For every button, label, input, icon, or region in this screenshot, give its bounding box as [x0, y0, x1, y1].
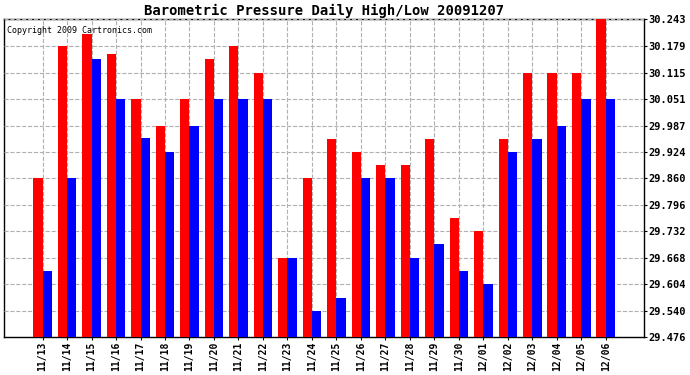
Bar — [376, 165, 386, 337]
Bar — [474, 231, 483, 337]
Bar — [67, 178, 77, 337]
Bar — [278, 258, 288, 337]
Bar — [523, 72, 532, 337]
Bar — [165, 152, 175, 337]
Bar — [116, 99, 126, 337]
Bar — [107, 54, 116, 337]
Bar — [337, 297, 346, 337]
Bar — [254, 72, 263, 337]
Bar — [459, 271, 468, 337]
Bar — [596, 20, 606, 337]
Bar — [498, 139, 508, 337]
Bar — [214, 99, 224, 337]
Bar — [352, 152, 361, 337]
Title: Barometric Pressure Daily High/Low 20091207: Barometric Pressure Daily High/Low 20091… — [144, 4, 504, 18]
Bar — [532, 139, 542, 337]
Bar — [288, 258, 297, 337]
Bar — [43, 271, 52, 337]
Bar — [450, 218, 459, 337]
Bar — [606, 99, 615, 337]
Bar — [410, 258, 420, 337]
Bar — [180, 99, 190, 337]
Bar — [425, 139, 435, 337]
Bar — [131, 99, 141, 337]
Bar — [386, 178, 395, 337]
Bar — [361, 178, 371, 337]
Bar — [82, 34, 92, 337]
Bar — [581, 99, 591, 337]
Bar — [156, 126, 165, 337]
Bar — [572, 72, 581, 337]
Bar — [33, 178, 43, 337]
Bar — [327, 139, 337, 337]
Bar — [141, 138, 150, 337]
Bar — [303, 178, 312, 337]
Bar — [435, 244, 444, 337]
Text: Copyright 2009 Cartronics.com: Copyright 2009 Cartronics.com — [8, 26, 152, 35]
Bar — [263, 99, 273, 337]
Bar — [312, 311, 322, 337]
Bar — [229, 46, 239, 337]
Bar — [239, 99, 248, 337]
Bar — [205, 59, 214, 337]
Bar — [557, 126, 566, 337]
Bar — [58, 46, 67, 337]
Bar — [547, 72, 557, 337]
Bar — [401, 165, 410, 337]
Bar — [190, 126, 199, 337]
Bar — [92, 59, 101, 337]
Bar — [483, 284, 493, 337]
Bar — [508, 152, 517, 337]
